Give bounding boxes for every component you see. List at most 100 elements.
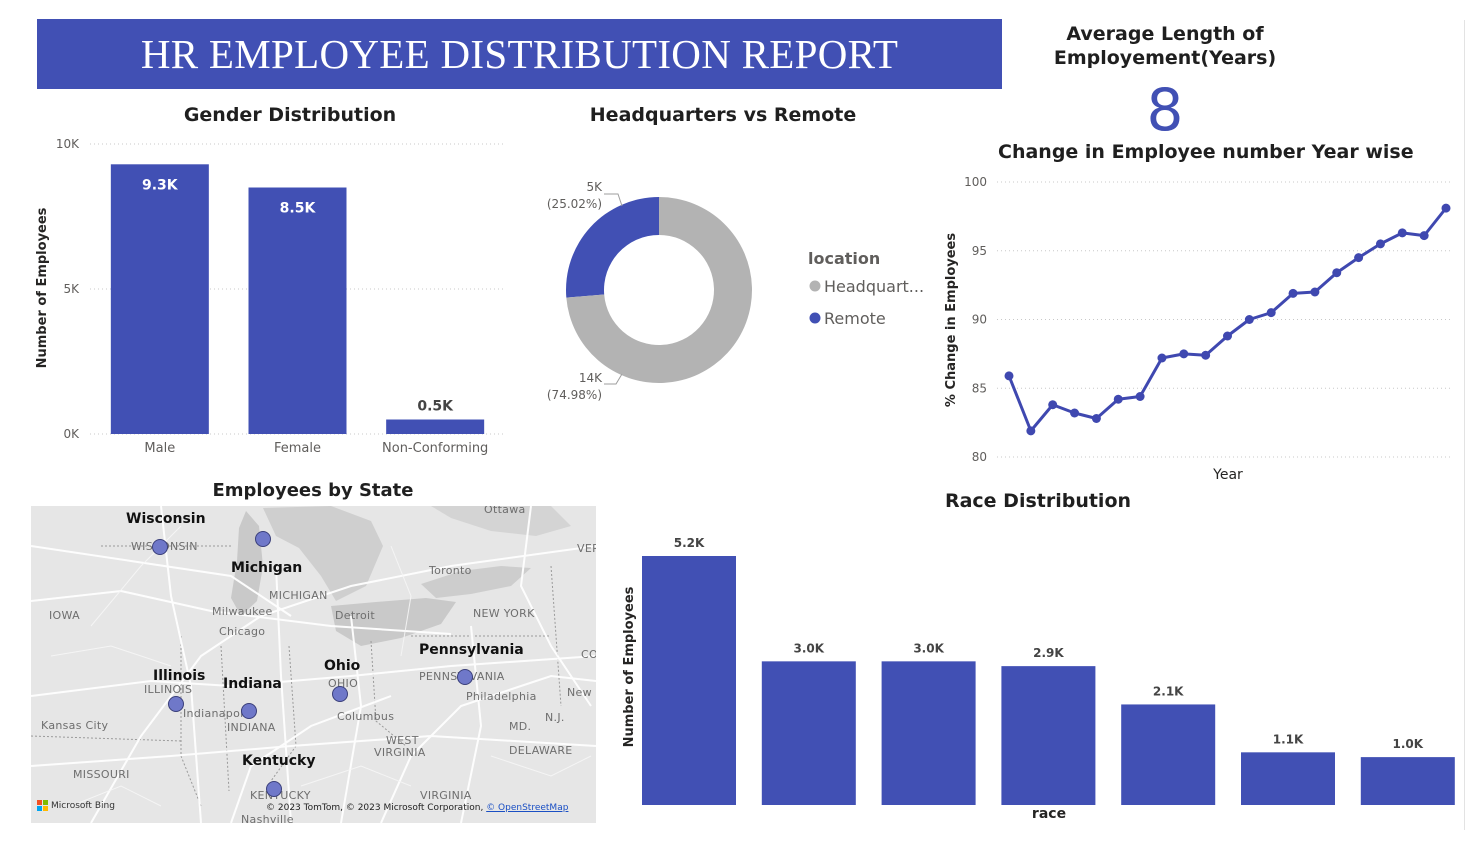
map-place-columbus: Columbus (337, 710, 395, 723)
map-place-toronto: Toronto (429, 564, 472, 577)
gender-x-tick-label: Male (144, 441, 175, 456)
map-place-ottawa: Ottawa (484, 506, 526, 516)
change-data-point[interactable] (1332, 268, 1342, 278)
change-data-point[interactable] (1048, 400, 1058, 410)
change-data-point[interactable] (1070, 408, 1080, 418)
map-bubble-indiana[interactable] (241, 703, 257, 719)
map-place-nashville: Nashville (241, 813, 294, 823)
change-data-point[interactable] (1026, 426, 1036, 436)
donut-value-label-remote: 5K (586, 180, 603, 194)
gender-bar[interactable] (110, 164, 209, 435)
change-data-point[interactable] (1157, 353, 1167, 363)
map-place-co: CO (581, 648, 596, 661)
race-data-label: 1.0K (1393, 737, 1424, 751)
change-line-chart[interactable]: % Change in Employees Year 80 85 90 95 100 (935, 168, 1460, 488)
map-state-label-illinois: Illinois (153, 668, 206, 684)
map-state-label-kentucky: Kentucky (242, 753, 316, 769)
map-place-missouri: MISSOURI (73, 768, 130, 781)
change-data-point[interactable] (1135, 392, 1145, 401)
change-data-point[interactable] (1419, 231, 1429, 241)
change-data-point[interactable] (1266, 308, 1276, 318)
map-state-label-michigan: Michigan (231, 560, 303, 576)
race-x-axis-label: race (1032, 806, 1066, 822)
map-bubble-pennsylvania[interactable] (457, 669, 473, 685)
race-data-label: 5.2K (674, 536, 705, 550)
map-place-md: MD. (509, 720, 532, 733)
donut-legend-title: location (808, 249, 880, 268)
location-chart-title: Headquarters vs Remote (589, 104, 857, 126)
bing-logo: Microsoft Bing (37, 800, 115, 811)
gender-bar[interactable] (386, 419, 485, 435)
change-chart-title: Change in Employee number Year wise (998, 141, 1414, 163)
donut-slice-headquarters[interactable] (566, 197, 752, 383)
donut-pct-label-remote: (25.02%) (547, 197, 602, 211)
map-bubble-wisconsin[interactable] (152, 539, 168, 555)
donut-legend-label[interactable]: Headquart... (824, 277, 924, 296)
map-place-iowa: IOWA (49, 609, 80, 622)
change-data-point[interactable] (1441, 203, 1451, 213)
change-data-point[interactable] (1288, 288, 1298, 298)
change-data-point[interactable] (1113, 394, 1123, 404)
change-data-point[interactable] (1244, 315, 1254, 324)
change-data-point[interactable] (1179, 349, 1189, 359)
map-place-new-york: NEW YORK (473, 607, 535, 620)
change-data-point[interactable] (1201, 350, 1211, 360)
map-place-nj: N.J. (545, 711, 565, 724)
donut-value-label-headquarters: 14K (579, 371, 603, 385)
gender-y-axis-label: Number of Employees (35, 207, 50, 368)
change-data-point[interactable] (1310, 287, 1320, 297)
change-data-point[interactable] (1223, 331, 1232, 341)
map-bubble-michigan[interactable] (255, 531, 271, 547)
change-data-point[interactable] (1375, 239, 1385, 249)
report-title-banner: HR EMPLOYEE DISTRIBUTION REPORT (37, 19, 1002, 89)
race-bar[interactable] (1360, 757, 1455, 805)
change-data-point[interactable] (1397, 228, 1407, 238)
gender-data-label: 0.5K (417, 399, 454, 415)
kpi-card-title: Average Length of Employement(Years) (1030, 22, 1300, 70)
location-donut-chart[interactable]: 5K (25.02%) 14K (74.98%) location Headquart..… (540, 170, 940, 410)
donut-slice-remote[interactable] (566, 197, 659, 298)
race-data-label: 3.0K (913, 641, 944, 655)
donut-legend-marker[interactable] (809, 280, 821, 292)
change-data-point[interactable] (1354, 253, 1364, 263)
map-bubble-ohio[interactable] (332, 686, 348, 702)
gender-bar[interactable] (248, 187, 347, 435)
map-place-ver: VER (577, 542, 596, 555)
map-place-michigan: MICHIGAN (269, 589, 328, 602)
openstreetmap-link[interactable]: © OpenStreetMap (486, 803, 569, 813)
race-bar[interactable] (1001, 666, 1096, 805)
race-y-axis-label: Number of Employees (622, 586, 637, 747)
race-bar[interactable] (881, 661, 976, 805)
race-bar[interactable] (642, 556, 736, 805)
map-credit-text: © 2023 TomTom, © 2023 Microsoft Corporat… (266, 803, 484, 813)
map-state-label-indiana: Indiana (223, 676, 282, 692)
gender-data-label: 9.3K (142, 177, 179, 193)
race-bar[interactable] (1121, 704, 1216, 805)
map-place-chicago: Chicago (219, 625, 266, 638)
change-y-tick-label: 85 (972, 381, 987, 395)
change-data-point[interactable] (1004, 371, 1014, 381)
map-place-milwaukee: Milwaukee (212, 605, 273, 618)
race-data-label: 1.1K (1273, 732, 1304, 746)
race-bar[interactable] (1241, 752, 1335, 805)
map-place-delaware: DELAWARE (509, 744, 573, 757)
map-place-west: WEST (386, 734, 419, 747)
race-data-label: 2.9K (1033, 646, 1064, 660)
map-bubble-illinois[interactable] (168, 696, 184, 712)
change-y-tick-label: 95 (972, 244, 987, 258)
gender-y-tick-label: 0K (63, 427, 80, 441)
donut-legend-label[interactable]: Remote (824, 309, 886, 328)
map-place-virginia: VIRGINIA (420, 789, 472, 802)
race-chart[interactable]: Number of Employees race 5.2K 3.0K 3.0K 2.9… (612, 525, 1462, 825)
donut-legend-marker[interactable] (809, 312, 821, 324)
gender-chart[interactable]: Number of Employees 0K 5K 10K 9.3K Male 8.5K F… (25, 130, 515, 475)
bing-brand-text: Microsoft Bing (51, 800, 115, 811)
employees-map[interactable]: WISCONSIN MICHIGAN Milwaukee Chicago Det… (31, 506, 596, 823)
gender-data-label: 8.5K (280, 201, 317, 217)
map-bubble-kentucky[interactable] (266, 781, 282, 797)
change-y-tick-label: 80 (972, 450, 987, 464)
change-data-point[interactable] (1091, 414, 1101, 423)
race-bar[interactable] (761, 661, 856, 805)
map-attribution: © 2023 TomTom, © 2023 Microsoft Corporat… (266, 803, 568, 813)
map-place-detroit: Detroit (335, 609, 376, 622)
